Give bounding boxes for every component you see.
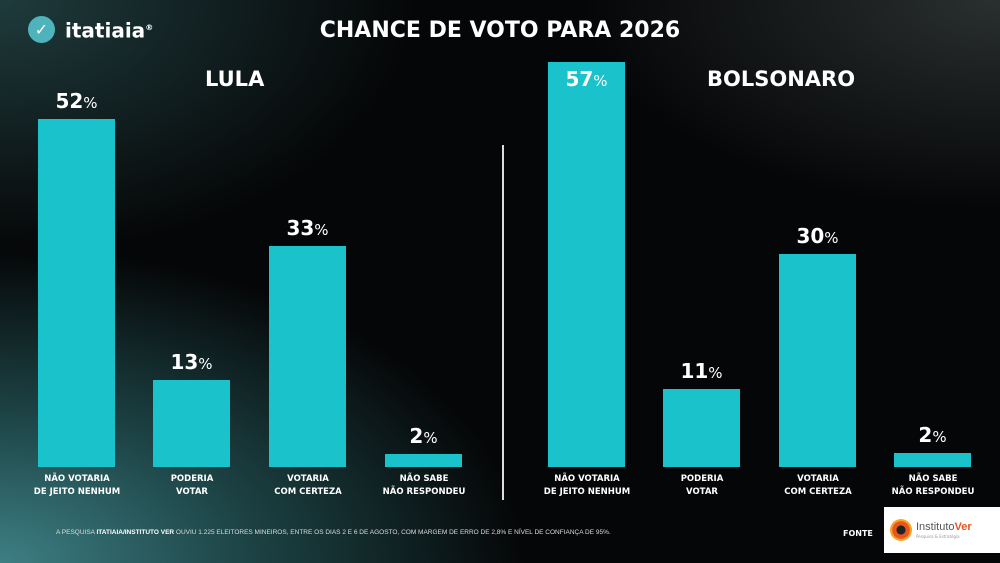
bar — [38, 119, 115, 467]
instituto-ver-mark-icon — [890, 519, 912, 541]
category-label: VOTARIA COM CERTEZA — [274, 474, 342, 497]
bar — [663, 388, 740, 467]
category-label: VOTARIA COM CERTEZA — [784, 474, 852, 497]
data-label: 30% — [796, 224, 839, 248]
category-label: PODERIA VOTAR — [170, 474, 214, 497]
bar — [269, 246, 346, 467]
divider — [502, 145, 504, 500]
bar — [385, 453, 462, 467]
data-label: 57% — [565, 67, 608, 92]
category-label: NÃO SABE NÃO RESPONDEU — [891, 474, 975, 497]
category-label: NÃO VOTARIA DE JEITO NENHUM — [543, 474, 631, 497]
data-label: 52% — [55, 89, 98, 114]
category-label: PODERIA VOTAR — [680, 474, 724, 497]
footer-note: A PESQUISA ITATIAIA/INSTITUTO VER OUVIU … — [56, 529, 611, 536]
candidate-title: LULA — [205, 67, 265, 91]
candidate-title: BOLSONARO — [707, 67, 856, 91]
check-icon: ✓ — [28, 15, 55, 43]
data-label: 11% — [680, 358, 723, 383]
category-label: NÃO VOTARIA DE JEITO NENHUM — [33, 474, 121, 497]
data-label: 2% — [918, 422, 947, 447]
bar — [779, 254, 856, 467]
data-label: 2% — [409, 423, 438, 448]
data-label: 13% — [170, 350, 213, 375]
source-label: FONTE — [843, 529, 873, 538]
itatiaia-logo: ✓ itatiaia® — [28, 14, 153, 45]
page-title: CHANCE DE VOTO PARA 2026 — [319, 18, 681, 43]
bar — [548, 62, 625, 467]
bar — [153, 380, 230, 467]
data-label: 33% — [286, 216, 329, 241]
category-label: NÃO SABE NÃO RESPONDEU — [382, 474, 466, 497]
instituto-ver-logo: InstitutoVer Pesquisa & Estratégia — [884, 507, 1000, 553]
bar — [894, 452, 971, 467]
